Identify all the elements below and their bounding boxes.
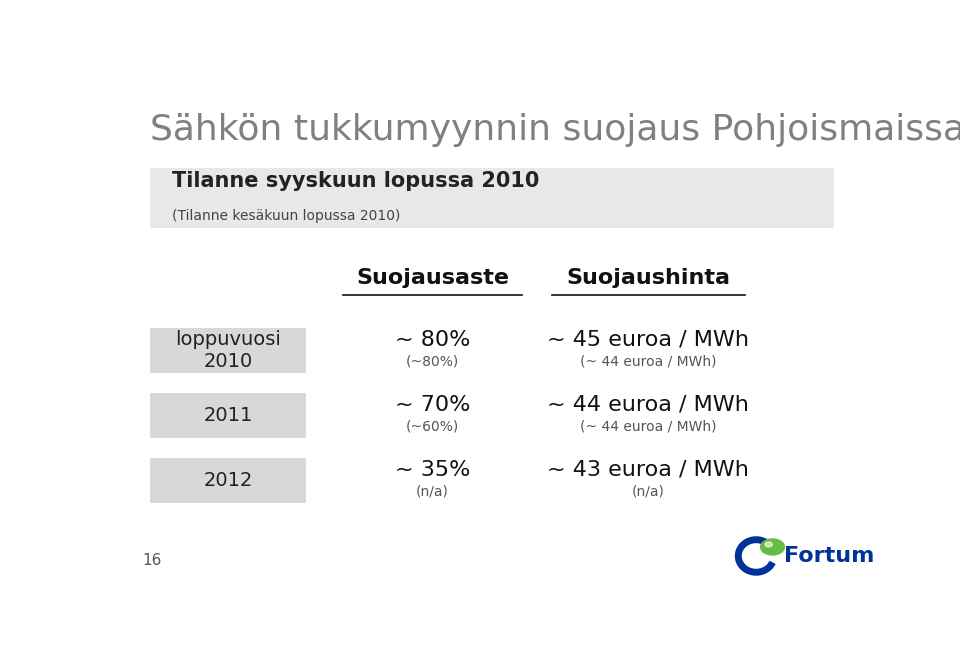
Text: (~ 44 euroa / MWh): (~ 44 euroa / MWh) <box>580 355 716 369</box>
Text: Fortum: Fortum <box>784 546 875 566</box>
FancyBboxPatch shape <box>150 168 834 228</box>
Text: loppuvuosi: loppuvuosi <box>175 330 281 349</box>
Text: 2012: 2012 <box>204 471 252 490</box>
Text: ~ 70%: ~ 70% <box>395 395 470 415</box>
Text: (n/a): (n/a) <box>416 485 449 499</box>
Text: Sähkön tukkumyynnin suojaus Pohjoismaissa: Sähkön tukkumyynnin suojaus Pohjoismaiss… <box>150 113 960 147</box>
Text: ~ 44 euroa / MWh: ~ 44 euroa / MWh <box>547 395 749 415</box>
Circle shape <box>760 539 784 555</box>
Text: (~60%): (~60%) <box>406 420 459 434</box>
Text: 16: 16 <box>142 554 161 569</box>
Text: 2010: 2010 <box>204 352 252 371</box>
Circle shape <box>765 542 773 547</box>
Text: Suojaushinta: Suojaushinta <box>566 268 731 288</box>
Text: ~ 43 euroa / MWh: ~ 43 euroa / MWh <box>547 460 749 480</box>
Text: (~80%): (~80%) <box>406 355 459 369</box>
Text: (Tilanne kesäkuun lopussa 2010): (Tilanne kesäkuun lopussa 2010) <box>172 209 400 223</box>
FancyBboxPatch shape <box>150 458 306 503</box>
FancyBboxPatch shape <box>150 328 306 373</box>
Text: ~ 35%: ~ 35% <box>395 460 470 480</box>
Text: (~ 44 euroa / MWh): (~ 44 euroa / MWh) <box>580 420 716 434</box>
Text: Suojausaste: Suojausaste <box>356 268 509 288</box>
Text: Tilanne syyskuun lopussa 2010: Tilanne syyskuun lopussa 2010 <box>172 170 540 190</box>
Text: ~ 45 euroa / MWh: ~ 45 euroa / MWh <box>547 330 749 350</box>
Text: 2011: 2011 <box>204 406 252 425</box>
Text: ~ 80%: ~ 80% <box>395 330 470 350</box>
FancyBboxPatch shape <box>150 393 306 438</box>
Text: (n/a): (n/a) <box>632 485 664 499</box>
